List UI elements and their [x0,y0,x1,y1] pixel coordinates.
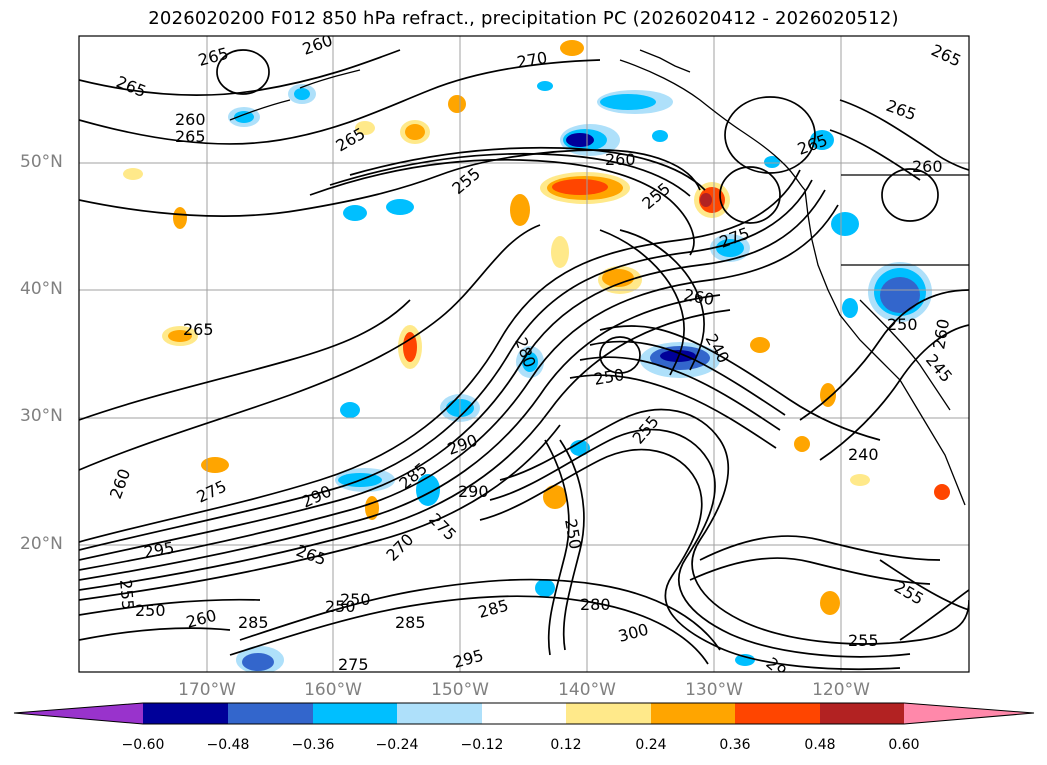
contour-label: 260 [605,150,636,169]
contour-label: 250 [135,601,166,620]
lon-label: 140°W [558,680,616,700]
map-gridlines [79,36,969,672]
contour-label: 250 [325,597,356,616]
lat-label: 50°N [20,152,63,172]
contour-label: 255 [116,579,138,611]
colorbar-tick-label: −0.60 [121,737,165,753]
lat-label: 40°N [20,279,63,299]
contour-label: 265 [175,127,206,146]
lat-label: 30°N [20,406,63,426]
colorbar-tick-label: 0.24 [635,737,667,753]
refractivity-contours [79,49,969,671]
colorbar-tick-label: −0.12 [460,737,504,753]
contour-label: 260 [175,110,206,129]
plot-frame [78,35,970,673]
lon-label: 120°W [812,680,870,700]
precipitation-shading [123,40,950,672]
colorbar-tick-label: 0.12 [550,737,582,753]
colorbar-tick-label: −0.24 [375,737,419,753]
contour-label: 250 [340,590,371,609]
colorbar-tick-label: 0.48 [804,737,836,753]
contour-label: 260 [912,157,943,176]
lon-label: 150°W [431,680,489,700]
colorbar-extend-high [904,703,1034,724]
lon-label: 170°W [178,680,236,700]
map-plot-area: 265 260 265 270 260 265 265 260 265 255 … [79,36,969,674]
coastlines [229,49,969,506]
contour-label: 280 [580,595,611,614]
colorbar-tick-label: 0.60 [888,737,920,753]
contour-label: 275 [338,655,369,674]
contour-label: 285 [395,613,426,632]
contour-label: 255 [848,631,879,650]
contour-label: 265 [183,320,214,339]
contour-label: 240 [848,445,879,464]
colorbar-extend-low [14,703,143,724]
colorbar-tick-label: 0.36 [719,737,751,753]
colorbar [13,702,1035,725]
lat-label: 20°N [20,534,63,554]
lon-label: 160°W [304,680,362,700]
colorbar-tick-label: −0.48 [206,737,250,753]
contour-label: 250 [887,315,918,334]
lon-label: 130°W [685,680,743,700]
contour-label: 285 [238,613,269,632]
map-title: 2026020200 F012 850 hPa refract., precip… [148,8,899,29]
contour-label: 290 [458,482,489,501]
colorbar-tick-label: −0.36 [291,737,335,753]
